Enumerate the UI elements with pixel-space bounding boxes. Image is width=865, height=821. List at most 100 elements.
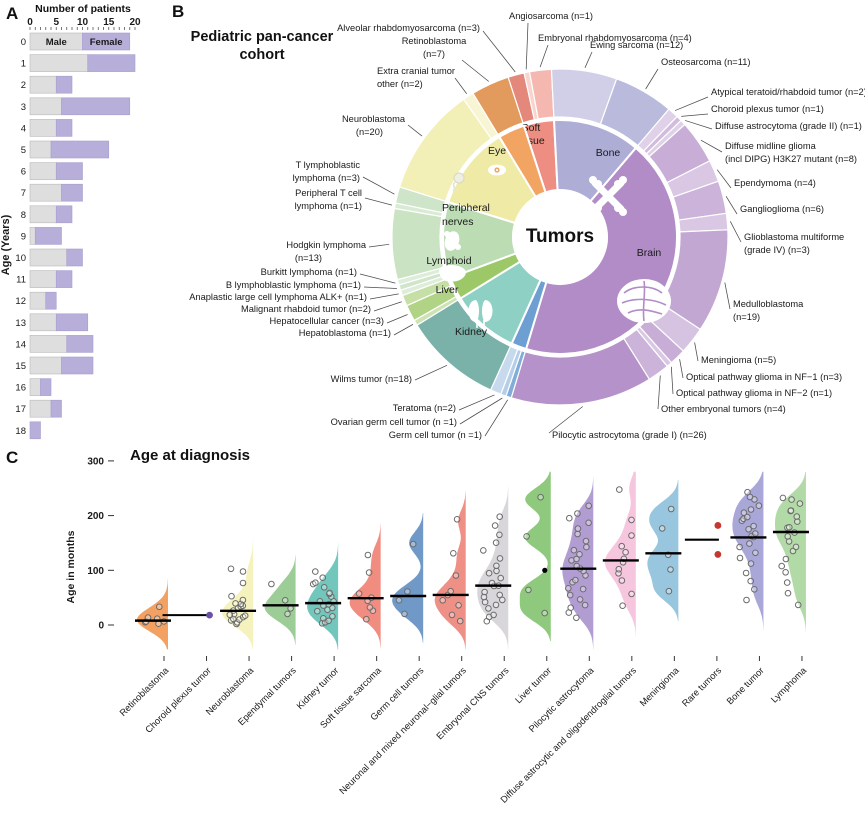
data-point — [320, 584, 328, 591]
data-point — [583, 543, 590, 551]
leader-line — [716, 169, 732, 189]
sector-label: Bone — [596, 147, 621, 159]
leader-line — [362, 176, 395, 195]
a-age-label: 9 — [21, 231, 26, 242]
a-xtick: 15 — [103, 17, 115, 28]
leader-line — [681, 113, 709, 117]
sector-label: Lymphoid — [426, 255, 471, 267]
violin — [392, 512, 424, 644]
data-point — [582, 537, 590, 545]
data-point — [364, 551, 372, 559]
data-point — [448, 611, 456, 619]
data-point — [778, 562, 786, 570]
data-point — [751, 586, 758, 593]
data-point — [779, 494, 787, 502]
leader-line — [484, 399, 509, 437]
data-point — [496, 513, 504, 520]
data-point — [481, 588, 488, 596]
a-age-label: 6 — [21, 167, 26, 178]
data-point — [241, 612, 249, 619]
data-point — [493, 562, 500, 570]
data-point — [447, 587, 455, 595]
subtype-label: Teratoma (n=2) — [393, 403, 456, 413]
bar-female — [55, 205, 73, 224]
a-age-label: 18 — [15, 426, 26, 437]
violin — [264, 555, 296, 646]
data-point — [782, 555, 790, 563]
sector-eye — [498, 124, 547, 199]
data-point — [572, 576, 579, 584]
data-point — [752, 549, 759, 557]
leader-line — [454, 77, 467, 94]
bar-male — [29, 205, 57, 224]
legend-female: Female — [90, 37, 123, 48]
c-xtick-label: Rare tumors — [680, 665, 723, 708]
violin — [349, 523, 381, 649]
data-point — [320, 615, 327, 622]
leader-lines — [359, 22, 742, 437]
data-point — [750, 522, 757, 530]
data-point — [796, 500, 804, 507]
data-point — [480, 547, 487, 554]
subtype-label: Osteosarcoma (n=11) — [661, 57, 750, 67]
bar-male — [29, 313, 57, 332]
data-point — [329, 613, 336, 620]
data-point — [784, 589, 792, 597]
data-point — [455, 602, 462, 609]
data-point — [744, 488, 751, 496]
violin — [519, 471, 551, 642]
data-point — [230, 615, 237, 623]
segment — [391, 207, 445, 281]
data-point — [566, 591, 574, 599]
median-dot — [542, 567, 548, 573]
data-point — [497, 574, 505, 582]
subtype-label: T lymphoblastic — [296, 160, 361, 170]
data-point — [541, 609, 549, 617]
data-point — [788, 496, 795, 503]
data-point — [491, 522, 499, 529]
a-xtick: 0 — [27, 17, 33, 28]
data-point — [576, 596, 584, 603]
subtype-label: other (n=2) — [377, 79, 423, 89]
data-point — [456, 617, 464, 625]
subtype-label: Burkitt lymphoma (n=1) — [261, 267, 357, 277]
data-point — [492, 539, 500, 546]
data-point — [284, 610, 291, 618]
brain-icon — [617, 279, 671, 323]
violin — [732, 471, 764, 631]
data-point — [744, 513, 751, 521]
data-point — [450, 550, 457, 557]
data-point — [787, 507, 795, 514]
subtype-label: Diffuse midline glioma — [725, 141, 817, 151]
data-point — [752, 530, 759, 537]
subtype-label: Ganglioglioma (n=6) — [740, 204, 824, 214]
data-point — [326, 589, 333, 597]
sector-label: nerves — [442, 216, 474, 228]
a-age-label: 10 — [15, 253, 26, 264]
subtype-label: Optical pathway glioma in NF−2 (n=1) — [676, 388, 832, 398]
c-xtick-label: Embryonal CNS tumors — [435, 665, 511, 741]
subtype-label: Anaplastic large cell lymphoma ALK+ (n=1… — [189, 292, 367, 302]
subtype-label: Embryonal rhabdomyosarcoma (n=4) — [538, 33, 692, 43]
subtype-label: Hepatoblastoma (n=1) — [299, 328, 391, 338]
data-point — [401, 610, 408, 618]
a-ylabel: Age (Years) — [0, 214, 12, 275]
bar-female — [61, 97, 131, 116]
c-xtick-label: Lymphoma — [769, 665, 809, 705]
a-xtick: 5 — [53, 17, 59, 28]
subtype-label: Wilms tumor (n=18) — [331, 374, 412, 384]
data-point — [573, 614, 580, 622]
subtype-label: Pilocytic astrocytoma (grade I) (n=26) — [552, 430, 707, 440]
subtype-label: Ewing sarcoma (n=12) — [590, 40, 683, 50]
subtype-label: (n=20) — [356, 127, 383, 137]
bar-male — [29, 140, 52, 159]
bar-female — [50, 140, 110, 159]
bar-male — [29, 291, 47, 310]
leader-line — [674, 96, 709, 111]
data-point — [618, 577, 626, 584]
data-point — [281, 597, 289, 604]
data-point — [312, 568, 319, 575]
bar-male — [29, 270, 57, 288]
data-point — [579, 585, 587, 593]
data-point — [792, 543, 800, 551]
